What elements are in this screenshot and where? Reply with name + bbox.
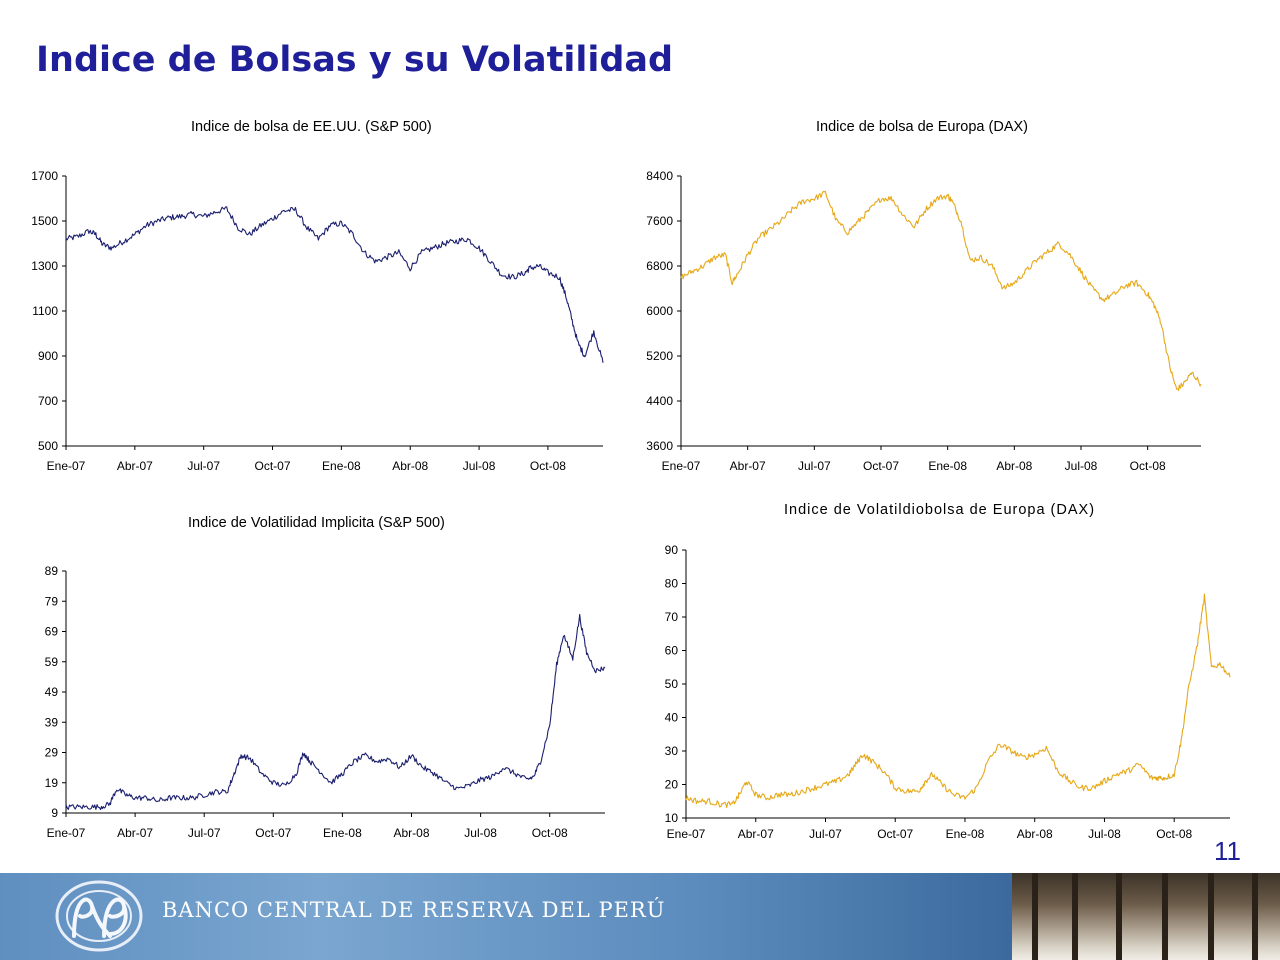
vix-y-tick-label: 49	[45, 685, 59, 699]
vix-x-tick-label: Jul-07	[188, 826, 221, 840]
dax-series-line	[680, 190, 1202, 392]
vdax-y-tick-label: 10	[665, 811, 679, 825]
vdax-y-tick-label: 40	[665, 711, 679, 725]
chart-title-sp500: Indice de bolsa de EE.UU. (S&P 500)	[191, 119, 432, 135]
dax-x-tick-label: Jul-08	[1065, 459, 1098, 473]
sp500-y-tick-label: 1500	[31, 214, 58, 228]
vdax-y-tick-label: 30	[665, 744, 679, 758]
vdax-x-tick-label: Ene-07	[667, 827, 706, 841]
vdax-x-tick-label: Ene-08	[946, 827, 985, 841]
vix-y-tick-label: 19	[45, 776, 59, 790]
dax-y-tick-label: 6800	[646, 259, 673, 273]
dax-x-tick-label: Abr-08	[996, 459, 1032, 473]
sp500-x-tick-label: Ene-08	[322, 459, 361, 473]
sp500-x-tick-label: Abr-07	[117, 459, 153, 473]
vdax-x-tick-label: Jul-07	[809, 827, 842, 841]
sp500-x-tick-label: Jul-07	[187, 459, 220, 473]
sp500-y-tick-label: 1100	[32, 304, 58, 318]
vix-x-tick-label: Abr-08	[393, 826, 429, 840]
vix-x-tick-label: Abr-07	[117, 826, 153, 840]
page-number: 11	[1214, 836, 1241, 866]
sp500-y-tick-label: 1300	[31, 259, 58, 273]
bank-name: BANCO CENTRAL DE RESERVA DEL PERÚ	[162, 898, 666, 922]
vdax-y-tick-label: 50	[665, 677, 679, 691]
vdax-y-tick-label: 70	[665, 610, 679, 624]
vix-y-tick-label: 39	[45, 715, 59, 729]
dax-x-tick-label: Oct-08	[1130, 459, 1166, 473]
vix-y-tick-label: 79	[45, 594, 59, 608]
dax-x-tick-label: Oct-07	[863, 459, 899, 473]
sp500-y-tick-label: 1700	[31, 169, 58, 183]
sp500-series-line	[65, 206, 604, 363]
vdax-x-tick-label: Oct-08	[1156, 827, 1192, 841]
dax-x-tick-label: Ene-07	[662, 459, 701, 473]
vdax-x-tick-label: Abr-07	[738, 827, 774, 841]
sp500-x-tick-label: Ene-07	[47, 459, 86, 473]
vix-y-tick-label: 9	[51, 806, 58, 820]
vix-x-tick-label: Oct-08	[532, 826, 568, 840]
sp500-x-tick-label: Oct-08	[530, 459, 566, 473]
sp500-x-tick-label: Abr-08	[392, 459, 428, 473]
vix-y-tick-label: 59	[45, 655, 59, 669]
chart-title-vdax: Indice de Volatildiobolsa de Europa (DAX…	[784, 502, 1096, 518]
chart-title-dax: Indice de bolsa de Europa (DAX)	[816, 119, 1028, 135]
dax-x-tick-label: Jul-07	[798, 459, 831, 473]
sp500-y-tick-label: 900	[38, 349, 58, 363]
vdax-x-tick-label: Jul-08	[1088, 827, 1121, 841]
vix-y-tick-label: 69	[45, 625, 59, 639]
sp500-y-tick-label: 700	[38, 394, 58, 408]
vdax-y-tick-label: 90	[665, 543, 679, 557]
dax-y-tick-label: 8400	[646, 169, 673, 183]
vdax-series-line	[685, 593, 1231, 809]
dax-y-tick-label: 4400	[646, 394, 673, 408]
sp500-x-tick-label: Oct-07	[255, 459, 291, 473]
dax-y-tick-label: 3600	[646, 439, 673, 453]
footer-photo	[1012, 873, 1280, 960]
vix-y-tick-label: 29	[45, 746, 59, 760]
charts-canvas: 500 700 900 1100 1300 1500 1700 Ene-07 Abr-07 Jul…	[31, 169, 1231, 841]
vix-x-tick-label: Oct-07	[255, 826, 291, 840]
vix-x-tick-label: Ene-07	[47, 826, 86, 840]
vdax-x-tick-label: Oct-07	[877, 827, 913, 841]
sp500-y-tick-label: 500	[38, 439, 58, 453]
dax-y-tick-label: 6000	[646, 304, 673, 318]
vix-x-tick-label: Ene-08	[323, 826, 362, 840]
dax-y-tick-label: 7600	[646, 214, 673, 228]
chart-title-vix: Indice de Volatilidad Implicita (S&P 500…	[188, 515, 445, 531]
vdax-y-tick-label: 80	[665, 577, 679, 591]
vdax-y-tick-label: 60	[665, 644, 679, 658]
dax-x-tick-label: Ene-08	[928, 459, 967, 473]
dax-y-tick-label: 5200	[646, 349, 673, 363]
vix-x-tick-label: Jul-08	[464, 826, 497, 840]
slide-title: Indice de Bolsas y su Volatilidad	[36, 40, 674, 80]
bcrp-logo-icon	[55, 880, 143, 952]
vdax-x-tick-label: Abr-08	[1017, 827, 1053, 841]
vix-y-tick-label: 89	[45, 564, 59, 578]
sp500-x-tick-label: Jul-08	[463, 459, 496, 473]
vdax-y-tick-label: 20	[665, 778, 679, 792]
dax-x-tick-label: Abr-07	[730, 459, 766, 473]
vix-series-line	[65, 613, 606, 811]
